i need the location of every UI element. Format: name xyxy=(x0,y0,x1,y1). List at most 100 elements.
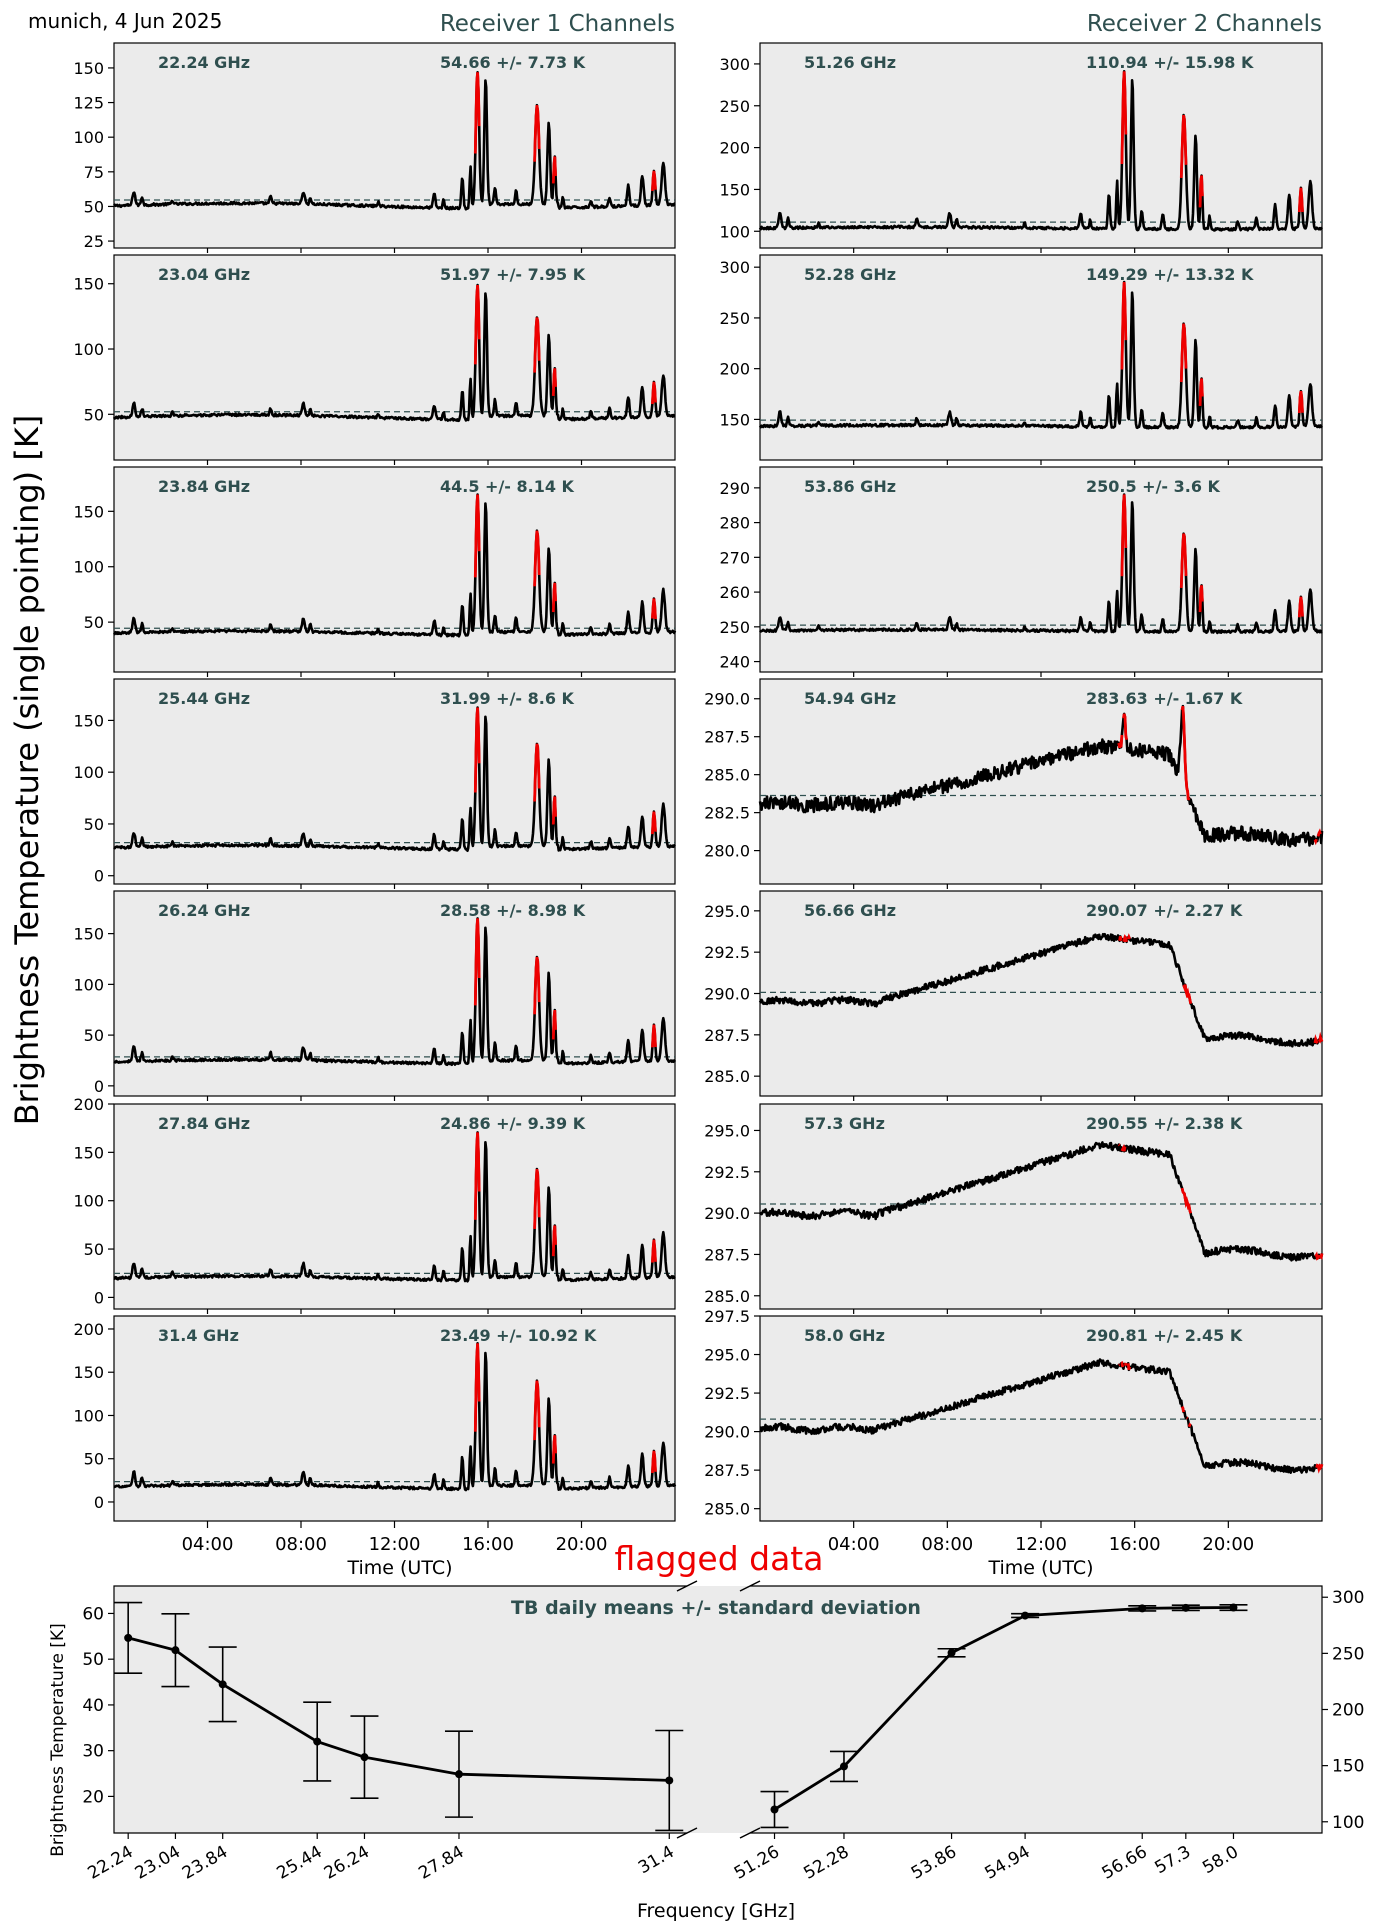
flagged-segment xyxy=(473,707,657,835)
y-tick-label: 75 xyxy=(84,163,104,182)
summary-background xyxy=(114,1586,1322,1833)
summary-y-tick-label: 50 xyxy=(82,1650,104,1670)
summary-x-tick-label: 58.0 xyxy=(1199,1842,1242,1878)
flagged-segment xyxy=(473,918,657,1048)
y-tick-label: 290.0 xyxy=(704,1423,750,1442)
channel-stats-label: 283.63 +/- 1.67 K xyxy=(1086,689,1243,708)
panel-frame xyxy=(759,466,1323,673)
x-tick-label: 04:00 xyxy=(182,1534,234,1555)
channel-stats-label: 290.55 +/- 2.38 K xyxy=(1086,1114,1243,1133)
channel-stats-label: 51.97 +/- 7.95 K xyxy=(440,265,586,284)
mean-point xyxy=(124,1633,133,1642)
y-tick-label: 290 xyxy=(719,479,750,498)
y-tick-label: 100 xyxy=(73,975,104,994)
panel-57-3-ghz: 285.0 287.5 290.0 292.5 295.0 57.3 GHz 290.55 … xyxy=(704,1103,1324,1314)
channel-frequency-label: 22.24 GHz xyxy=(158,53,250,72)
flagged-segment xyxy=(1118,1361,1324,1474)
y-tick-label: 150 xyxy=(73,1363,104,1382)
flagged-segment xyxy=(473,1132,657,1263)
flagged-segment xyxy=(1117,1143,1324,1261)
mean-point xyxy=(770,1805,779,1814)
y-tick-label: 290.0 xyxy=(704,690,750,709)
y-tick-label: 150 xyxy=(73,59,104,78)
summary-x-tick-label: 57.3 xyxy=(1152,1842,1195,1878)
summary-x-tick-label: 51.26 xyxy=(731,1842,783,1884)
y-tick-label: 285.0 xyxy=(704,1500,750,1519)
y-tick-label: 100 xyxy=(73,558,104,577)
y-tick-label: 100 xyxy=(73,763,104,782)
y-tick-label: 292.5 xyxy=(704,1163,750,1182)
y-tick-label: 290.0 xyxy=(704,1204,750,1223)
panel-25-44-ghz: 0 50 100 150 25.44 GHz 31.99 +/- 8.6 K xyxy=(73,678,676,889)
summary-left-frame xyxy=(113,1585,687,1834)
panel-frame xyxy=(759,1103,1323,1310)
mean-point xyxy=(1181,1603,1190,1612)
axis-break-mark xyxy=(739,1827,761,1839)
panel-frame xyxy=(113,254,676,461)
summary-x-tick-label: 56.66 xyxy=(1099,1842,1151,1884)
y-tick-label: 285.0 xyxy=(704,1067,750,1086)
y-tick-label: 270 xyxy=(719,548,750,567)
channel-stats-label: 44.5 +/- 8.14 K xyxy=(440,477,575,496)
y-tick-label: 295.0 xyxy=(704,902,750,921)
panel-27-84-ghz: 0 50 100 150 200 27.84 GHz 24.86 +/- 9.39 K xyxy=(73,1095,676,1314)
y-tick-label: 150 xyxy=(719,410,750,429)
x-tick-label: 20:00 xyxy=(556,1534,608,1555)
y-tick-label: 292.5 xyxy=(704,1384,750,1403)
y-tick-label: 287.5 xyxy=(704,728,750,747)
summary-y-tick-label: 100 xyxy=(1332,1813,1364,1833)
mean-point xyxy=(947,1648,956,1657)
y-tick-label: 100 xyxy=(73,128,104,147)
flagged-segment xyxy=(1120,494,1304,618)
series-line xyxy=(758,493,1323,635)
axis-break-mark xyxy=(739,1580,761,1592)
panel-frame xyxy=(113,42,676,249)
series-line xyxy=(113,1131,676,1283)
summary-y-tick-label: 20 xyxy=(82,1787,104,1807)
panel-frame xyxy=(113,678,676,885)
panel-frame xyxy=(759,254,1323,461)
x-tick-label: 12:00 xyxy=(1015,1534,1067,1555)
series-line xyxy=(113,71,676,211)
receiver1-title: Receiver 1 Channels xyxy=(440,11,675,37)
panel-56-66-ghz: 285.0 287.5 290.0 292.5 295.0 56.66 GHz 290.07… xyxy=(704,890,1324,1101)
series-line xyxy=(758,704,1324,848)
series-line xyxy=(112,283,676,423)
panel-26-24-ghz: 0 50 100 150 26.24 GHz 28.58 +/- 8.98 K xyxy=(73,890,677,1101)
y-tick-label: 100 xyxy=(73,1406,104,1425)
channel-frequency-label: 51.26 GHz xyxy=(804,53,896,72)
summary-x-tick-label: 31.4 xyxy=(635,1842,678,1878)
panel-frame xyxy=(759,42,1323,249)
y-tick-label: 150 xyxy=(73,1143,104,1162)
x-tick-label: 04:00 xyxy=(828,1534,880,1555)
y-tick-label: 200 xyxy=(73,1320,104,1339)
summary-x-tick-label: 25.44 xyxy=(274,1842,326,1884)
summary-x-tick-label: 23.84 xyxy=(179,1842,231,1884)
series-line xyxy=(759,1358,1324,1474)
channel-frequency-label: 56.66 GHz xyxy=(804,901,896,920)
summary-y-tick-label: 300 xyxy=(1332,1588,1364,1608)
y-tick-label: 50 xyxy=(84,1026,104,1045)
channel-frequency-label: 23.04 GHz xyxy=(158,265,250,284)
channel-stats-label: 23.49 +/- 10.92 K xyxy=(440,1326,597,1345)
y-axis-label: Brightness Temperature (single pointing)… xyxy=(8,415,46,1126)
y-tick-label: 200 xyxy=(73,1095,104,1114)
y-tick-label: 297.5 xyxy=(704,1307,750,1326)
x-tick-label: 08:00 xyxy=(275,1534,327,1555)
channel-stats-label: 149.29 +/- 13.32 K xyxy=(1086,265,1254,284)
y-tick-label: 50 xyxy=(84,1240,104,1259)
series-line xyxy=(758,932,1324,1048)
channel-frequency-label: 54.94 GHz xyxy=(804,689,896,708)
channel-frequency-label: 25.44 GHz xyxy=(158,689,250,708)
y-tick-label: 250 xyxy=(719,309,750,328)
flagged-segment xyxy=(1120,281,1304,414)
mean-point xyxy=(171,1646,180,1655)
channel-stats-label: 28.58 +/- 8.98 K xyxy=(440,901,586,920)
panel-frame xyxy=(113,466,676,673)
panel-frame xyxy=(759,890,1323,1097)
panel-frame xyxy=(113,1103,676,1310)
channel-frequency-label: 52.28 GHz xyxy=(804,265,896,284)
panel-frame xyxy=(113,1315,676,1522)
